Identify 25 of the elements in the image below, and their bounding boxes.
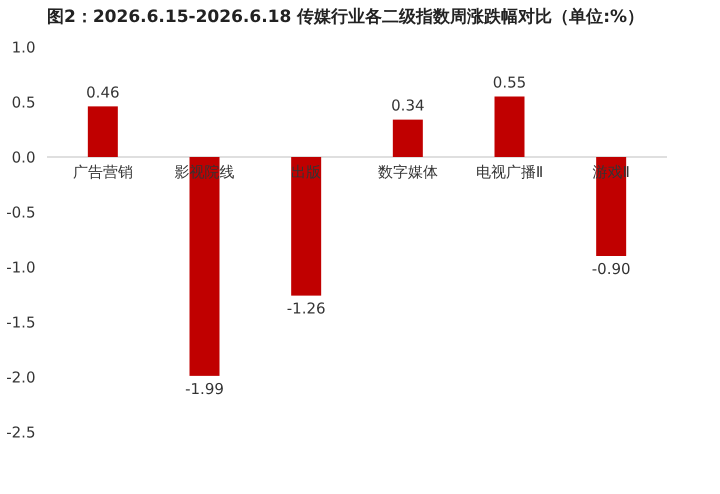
x-tick-label: 影视院线 [174,163,234,181]
data-label: -1.26 [286,300,326,318]
data-label: -0.90 [592,260,631,278]
y-tick-label: 1.0 [12,38,36,56]
x-tick-label: 出版 [291,163,322,181]
bar [88,106,118,157]
data-label: -1.99 [185,380,224,398]
bar [291,157,322,296]
y-tick-label: -2.5 [6,424,36,442]
y-tick-label: -2.0 [6,368,36,386]
bar [392,120,423,157]
bar [190,157,220,376]
y-tick-label: -0.5 [6,204,36,222]
y-tick-label: 0.0 [12,148,36,166]
data-label: 0.34 [391,96,425,115]
y-tick-label: 0.5 [12,94,36,112]
x-tick-label: 广告营销 [72,163,133,181]
data-label: 0.55 [492,74,526,92]
chart-title: 图2：2026.6.15-2026.6.18 传媒行业各二级指数周涨跌幅对比（单位:%） [47,7,644,27]
data-label: 0.46 [86,83,120,102]
bar [494,96,524,157]
x-tick-label: 电视广播Ⅱ [476,163,544,181]
y-tick-label: -1.0 [6,258,36,276]
y-tick-label: -1.5 [6,314,36,332]
x-tick-label: 数字媒体 [378,163,438,181]
